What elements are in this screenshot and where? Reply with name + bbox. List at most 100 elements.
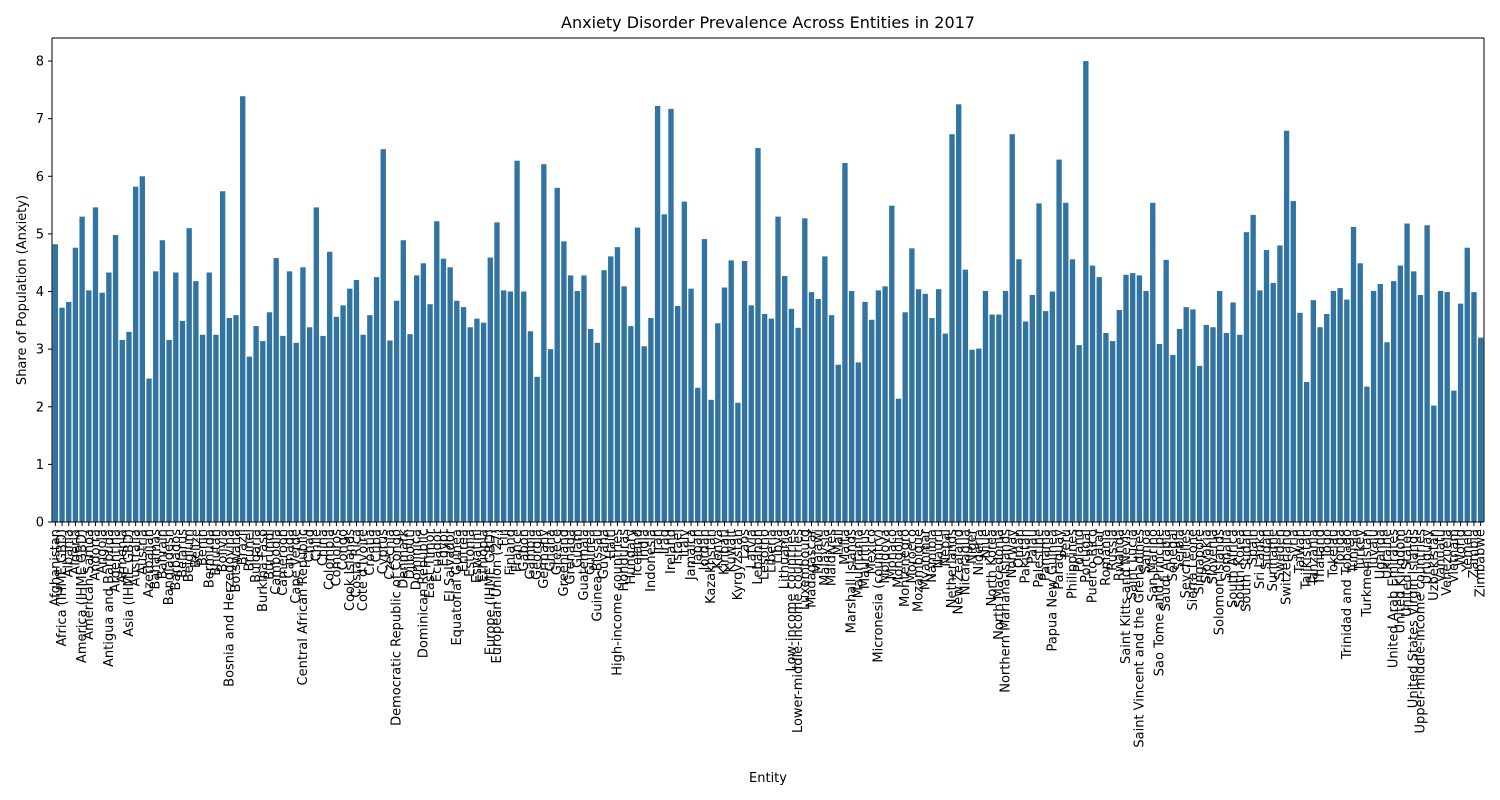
bar — [393, 300, 400, 522]
x-tick-label: New Zealand — [952, 529, 967, 614]
bar — [179, 320, 186, 522]
x-tick-label: China — [316, 529, 331, 566]
x-tick-label: Brunei — [242, 529, 257, 571]
x-tick-label: Colombia — [323, 529, 338, 590]
bar — [273, 258, 279, 522]
bar — [1344, 299, 1350, 522]
x-tick-label: Grenada — [564, 529, 579, 585]
x-tick-label: Zambia — [1467, 529, 1482, 578]
bar — [333, 316, 340, 522]
bar — [929, 318, 935, 522]
bar — [581, 275, 587, 522]
x-tick-label: Gambia — [523, 529, 538, 580]
x-tick-label: Libya — [771, 529, 786, 564]
x-tick-label: India — [637, 529, 652, 561]
x-tick-label: South Africa — [1226, 529, 1241, 608]
x-tick-label: Guinea — [584, 529, 599, 575]
x-tick-label: Kenya — [711, 529, 726, 569]
bar — [400, 240, 406, 523]
bar — [1384, 342, 1390, 522]
x-tick-label: Oman — [1012, 529, 1027, 568]
x-tick-label: Tonga — [1333, 529, 1348, 568]
bar — [561, 241, 567, 522]
bar — [1477, 337, 1484, 522]
x-tick-label: South Sudan — [1239, 529, 1254, 612]
bar — [895, 398, 902, 522]
bar — [193, 281, 199, 522]
bar — [567, 275, 574, 522]
x-tick-label: American Samoa — [82, 529, 97, 640]
bar — [1130, 273, 1136, 522]
x-tick-label: Greenland — [557, 529, 572, 596]
x-tick-label: Samoa — [1139, 529, 1154, 574]
x-tick-label: North Macedonia — [992, 529, 1007, 640]
bar — [112, 235, 119, 522]
bar — [347, 288, 353, 522]
x-tick-label: Greece — [550, 529, 565, 575]
x-tick-label: United Kingdom — [1393, 529, 1408, 633]
bar — [782, 275, 788, 522]
bar — [1350, 226, 1357, 523]
bar — [1290, 201, 1296, 522]
bar — [1210, 327, 1216, 522]
x-tick-label: Finland — [503, 529, 518, 575]
x-tick-label: Mauritius — [858, 529, 873, 589]
bar — [1297, 312, 1303, 522]
bar — [541, 164, 547, 522]
x-tick-label: Russia — [1106, 529, 1121, 571]
x-tick-label: Cuba — [370, 529, 385, 563]
bar — [902, 312, 908, 522]
x-tick-label: Malta — [838, 529, 853, 565]
x-tick-label: Somalia — [1219, 529, 1234, 581]
bar — [815, 299, 821, 522]
bar — [327, 251, 333, 522]
bar — [126, 331, 132, 522]
x-tick-label: America (IHME GBD) — [75, 529, 90, 663]
x-tick-label: Austria — [135, 529, 150, 575]
x-tick-label: Panama — [1039, 529, 1054, 581]
x-tick-label: Albania — [62, 529, 77, 578]
bar — [741, 260, 748, 522]
x-tick-label: Tokelau — [1326, 529, 1341, 579]
bar — [1063, 202, 1069, 523]
x-tick-label: Micronesia (country) — [871, 529, 886, 663]
bar — [367, 315, 373, 522]
x-tick-label: Turkmenistan — [1360, 529, 1375, 618]
x-tick-label: Estonia — [463, 529, 478, 577]
x-tick-label: Niue — [978, 529, 993, 559]
bar — [467, 327, 473, 522]
x-tick-label: Low-income countries — [784, 529, 799, 672]
x-tick-label: Philippines — [1065, 529, 1080, 599]
bar — [427, 304, 433, 522]
x-tick-label: Peru — [1059, 529, 1074, 558]
x-tick-label: Northern Mariana Islands — [999, 529, 1014, 693]
bar — [66, 301, 72, 522]
bar — [387, 340, 393, 522]
bar — [420, 263, 427, 522]
bar — [52, 244, 59, 522]
x-tick-label: Sao Tome and Principe — [1152, 529, 1167, 676]
bar — [808, 292, 815, 522]
bar — [514, 160, 520, 523]
bar — [835, 364, 841, 522]
y-tick-label: 0 — [36, 516, 44, 531]
bar — [360, 334, 366, 522]
bar — [293, 342, 299, 522]
x-tick-label: Uzbekistan — [1427, 529, 1442, 601]
bar — [788, 308, 795, 522]
x-tick-label: Eswatini — [470, 529, 485, 583]
x-tick-label: Bangladesh — [162, 529, 177, 605]
x-tick-label: Spain — [1246, 529, 1261, 565]
bar — [132, 186, 139, 522]
bar — [494, 222, 500, 522]
bar — [628, 326, 634, 522]
bar — [534, 376, 540, 522]
bars-group — [52, 61, 1484, 523]
x-tick-label: Turkey — [1353, 529, 1368, 573]
x-tick-label: Marshall Islands — [845, 529, 860, 634]
x-tick-label: Saint Kitts and Nevis — [1119, 529, 1134, 664]
x-tick-label: Central African Republic — [296, 529, 311, 685]
x-tick-label: Guinea-Bissau — [590, 529, 605, 622]
bar — [822, 256, 828, 522]
bar — [1270, 282, 1276, 522]
